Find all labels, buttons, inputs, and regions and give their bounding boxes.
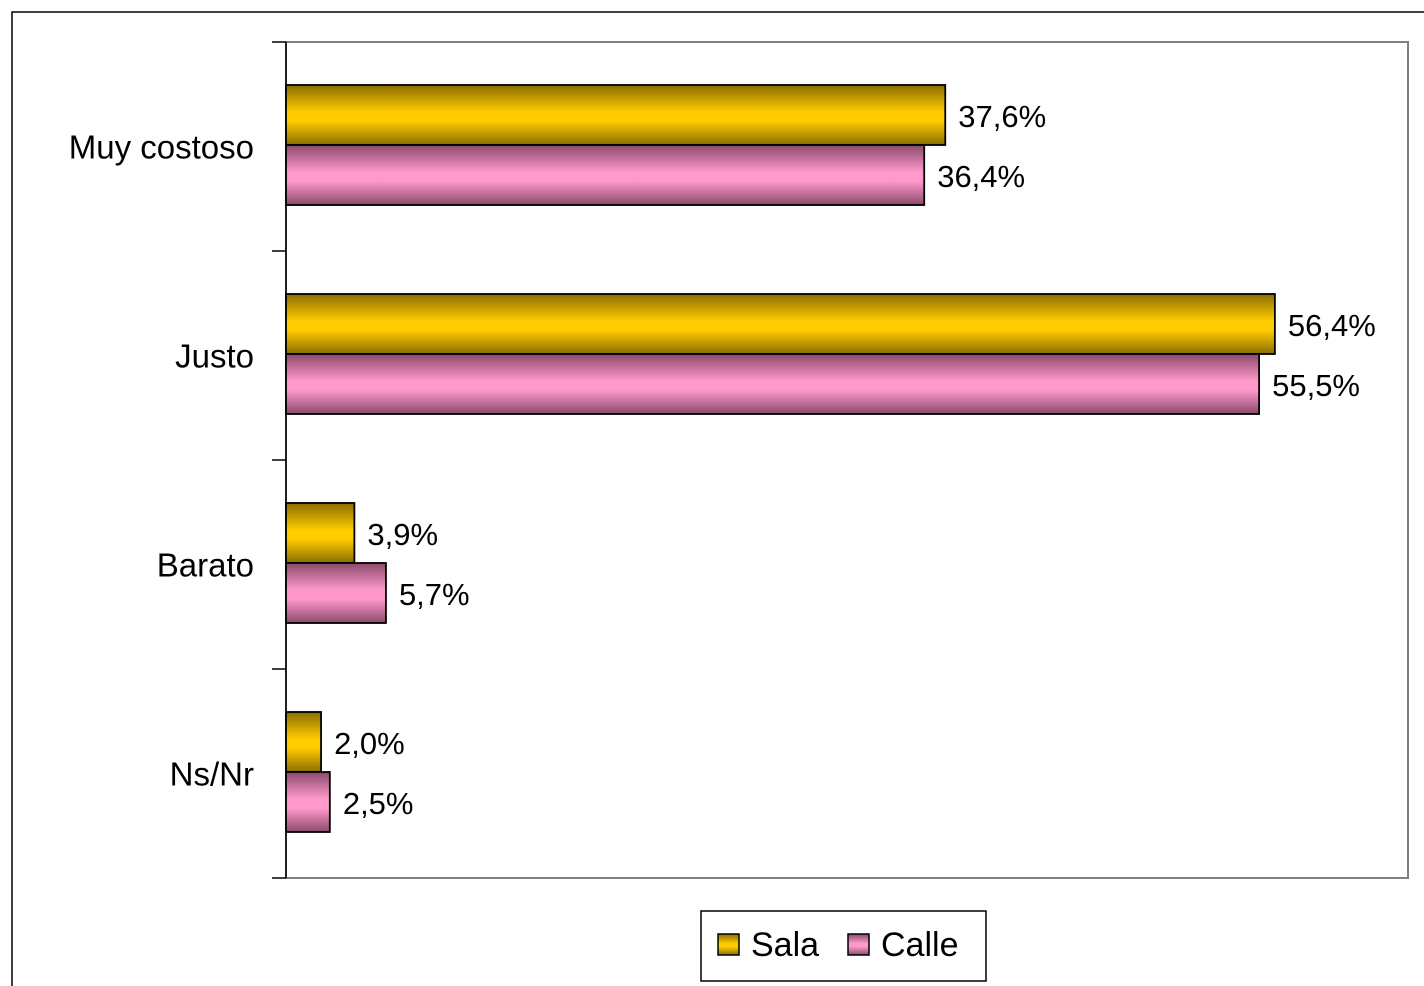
- bar-sala-barato: [285, 502, 356, 564]
- data-label-calle-justo: 55,5%: [1272, 368, 1360, 403]
- data-labels: 37,6% 36,4% 56,4% 55,5% 3,9% 5,7% 2,0% 2,5%: [334, 99, 1376, 821]
- bar-calle-justo: [285, 353, 1260, 415]
- category-axis-ticks: [272, 41, 286, 879]
- legend-swatch-calle: [847, 933, 870, 956]
- category-label-barato: Barato: [157, 547, 254, 584]
- bar-sala-justo: [285, 293, 1276, 355]
- bar-marks: [285, 84, 1276, 833]
- data-label-sala-muy-costoso: 37,6%: [958, 99, 1046, 134]
- bar-calle-barato: [285, 562, 387, 624]
- data-label-calle-muy-costoso: 36,4%: [937, 159, 1025, 194]
- category-label-ns-nr: Ns/Nr: [170, 756, 254, 793]
- data-label-calle-ns-nr: 2,5%: [343, 786, 414, 821]
- bar-sala-muy-costoso: [285, 84, 947, 146]
- bar-calle-muy-costoso: [285, 144, 926, 206]
- data-label-calle-barato: 5,7%: [399, 577, 470, 612]
- legend-label-calle: Calle: [881, 926, 958, 964]
- legend-swatch-sala: [717, 933, 740, 956]
- category-label-muy-costoso: Muy costoso: [69, 129, 254, 166]
- category-labels: Muy costoso Justo Barato Ns/Nr: [69, 129, 254, 793]
- legend: Sala Calle: [700, 910, 987, 982]
- data-label-sala-ns-nr: 2,0%: [334, 726, 405, 761]
- data-label-sala-justo: 56,4%: [1288, 308, 1376, 343]
- legend-label-sala: Sala: [751, 926, 819, 964]
- category-label-justo: Justo: [175, 338, 254, 375]
- chart-frame: [11, 11, 1424, 986]
- legend-box: [700, 910, 987, 982]
- bar-sala-ns-nr: [285, 711, 322, 773]
- data-label-sala-barato: 3,9%: [367, 517, 438, 552]
- bar-calle-ns-nr: [285, 771, 331, 833]
